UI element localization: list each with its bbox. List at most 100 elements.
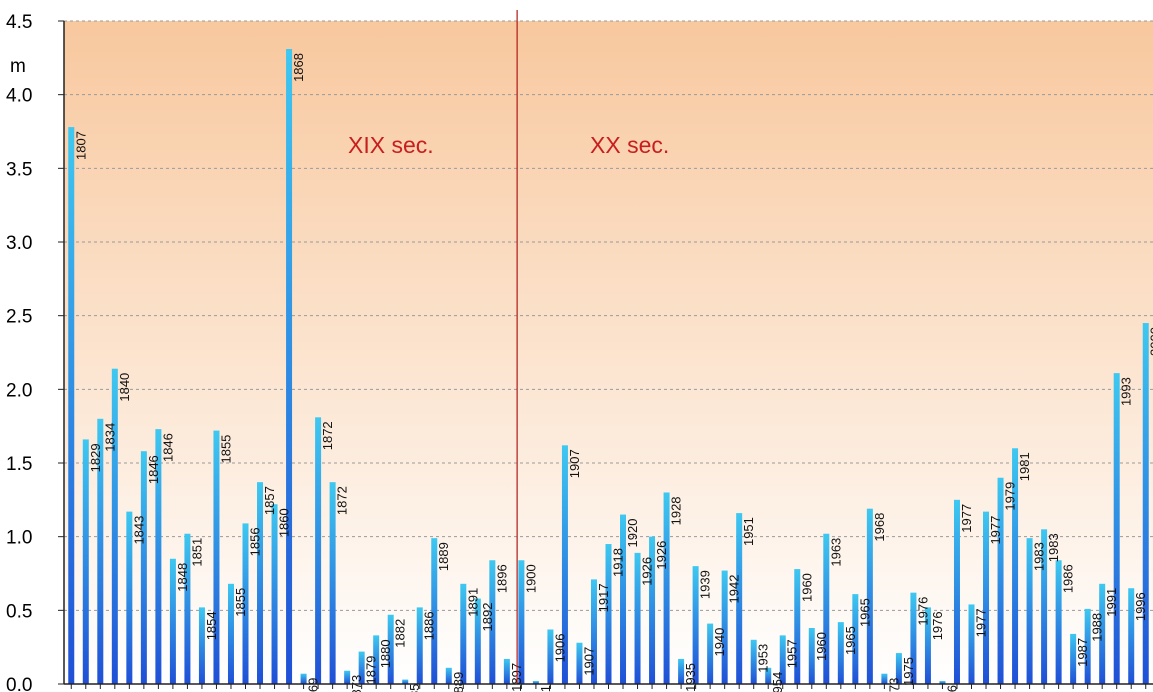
bar-label: 1920 — [625, 519, 640, 548]
bar-label: 1977 — [988, 516, 1003, 545]
bars — [68, 48, 1149, 684]
y-tick-label: 4.0 — [6, 86, 32, 107]
bar — [779, 635, 786, 684]
bar-label: 1975 — [901, 657, 916, 686]
bar-label: 1963 — [828, 538, 843, 567]
bar-label: 1993 — [1119, 377, 1134, 406]
bar — [97, 418, 104, 684]
bar — [445, 667, 452, 684]
bar-label: 1851 — [189, 538, 204, 567]
bar-label: 1856 — [248, 527, 263, 556]
bar-label: 1843 — [131, 516, 146, 545]
bar — [590, 579, 597, 684]
bar — [692, 566, 699, 684]
bar-label: 1983 — [1032, 542, 1047, 571]
y-axis-unit-label: m — [10, 56, 26, 77]
bar-label: 1991 — [1104, 588, 1119, 617]
y-tick-label: 1.0 — [6, 528, 32, 549]
bar — [1026, 538, 1033, 684]
annotation-xix-century: XIX sec. — [348, 132, 434, 158]
bar-label: 1872 — [320, 421, 335, 450]
bar — [169, 558, 176, 684]
bar — [344, 670, 351, 684]
y-tick-label: 1.5 — [6, 454, 32, 475]
bar-label: 1872 — [335, 486, 350, 515]
bar — [1012, 448, 1019, 684]
bar — [895, 653, 902, 684]
y-tick-label: 3.0 — [6, 233, 32, 254]
bar — [1128, 588, 1135, 684]
bar-label: 1965 — [843, 626, 858, 655]
bar — [300, 673, 307, 684]
bar — [1041, 529, 1048, 684]
bar-label: 1886 — [422, 611, 437, 640]
bar — [881, 673, 888, 684]
bar-label: 1926 — [654, 541, 669, 570]
bar-label: 1807 — [73, 131, 88, 160]
bar — [402, 679, 409, 684]
bar — [605, 544, 612, 684]
bar-label: 1907 — [567, 449, 582, 478]
bar-label: 1868 — [291, 53, 306, 82]
bar-label: 1979 — [1003, 482, 1018, 511]
bar — [634, 552, 641, 684]
bar-label: 1885 — [407, 684, 422, 692]
bar-label: 1983 — [1046, 533, 1061, 562]
bar-label: 1928 — [669, 496, 684, 525]
bar-label: 1939 — [698, 570, 713, 599]
bar — [416, 607, 423, 684]
bar — [997, 477, 1004, 684]
bar-label: 1846 — [146, 455, 161, 484]
bar-label: 1846 — [160, 433, 175, 462]
y-ticks: 0.0 0.5 1.0 1.5 2.0 2.5 3.0 3.5 4.0 4.5 — [6, 12, 64, 692]
bar — [1142, 323, 1149, 684]
bar — [823, 533, 830, 684]
bar-label: 1957 — [785, 639, 800, 668]
bar — [547, 629, 554, 684]
bar — [924, 607, 931, 684]
bar — [257, 482, 264, 684]
annotation-xx-century: XX sec. — [590, 132, 669, 158]
bar-label: 1840 — [117, 373, 132, 402]
bar-label: 1882 — [393, 619, 408, 648]
bar-label: 1892 — [480, 603, 495, 632]
bar-label: 1855 — [233, 588, 248, 617]
bar — [213, 430, 220, 684]
bar — [620, 514, 627, 684]
bar — [649, 536, 656, 684]
bar-label: 1848 — [175, 563, 190, 592]
bar-label: 1829 — [88, 443, 103, 472]
bar — [910, 592, 917, 684]
bar-label: 1891 — [465, 588, 480, 617]
bar-label: 1889 — [436, 542, 451, 571]
bar-label: 1834 — [102, 423, 117, 452]
bar-label: 1918 — [611, 548, 626, 577]
bar — [198, 607, 205, 684]
bar — [126, 511, 133, 684]
bar — [242, 523, 249, 684]
bar-label: 1996 — [1133, 592, 1148, 621]
bar-label: 1954 — [770, 672, 785, 692]
bar-label: 1900 — [523, 564, 538, 593]
bar-label: 1940 — [712, 628, 727, 657]
bar — [561, 445, 568, 684]
bar — [227, 583, 234, 684]
bar — [750, 639, 757, 684]
bar-label: 1926 — [640, 557, 655, 586]
bar-label: 2000 — [1148, 327, 1153, 356]
bar-label: 1901 — [538, 685, 553, 692]
bar-label: 1968 — [872, 513, 887, 542]
bar-label: 1880 — [378, 639, 393, 668]
y-tick-label: 4.5 — [6, 12, 32, 33]
bar — [1055, 560, 1062, 684]
bar-label: 1986 — [1061, 564, 1076, 593]
bar — [489, 560, 496, 684]
bar-label: 1917 — [596, 583, 611, 612]
bar-label: 1951 — [741, 517, 756, 546]
bar — [953, 499, 960, 684]
bar — [155, 429, 162, 684]
bar-label: 1977 — [959, 504, 974, 533]
bar — [1113, 373, 1120, 684]
